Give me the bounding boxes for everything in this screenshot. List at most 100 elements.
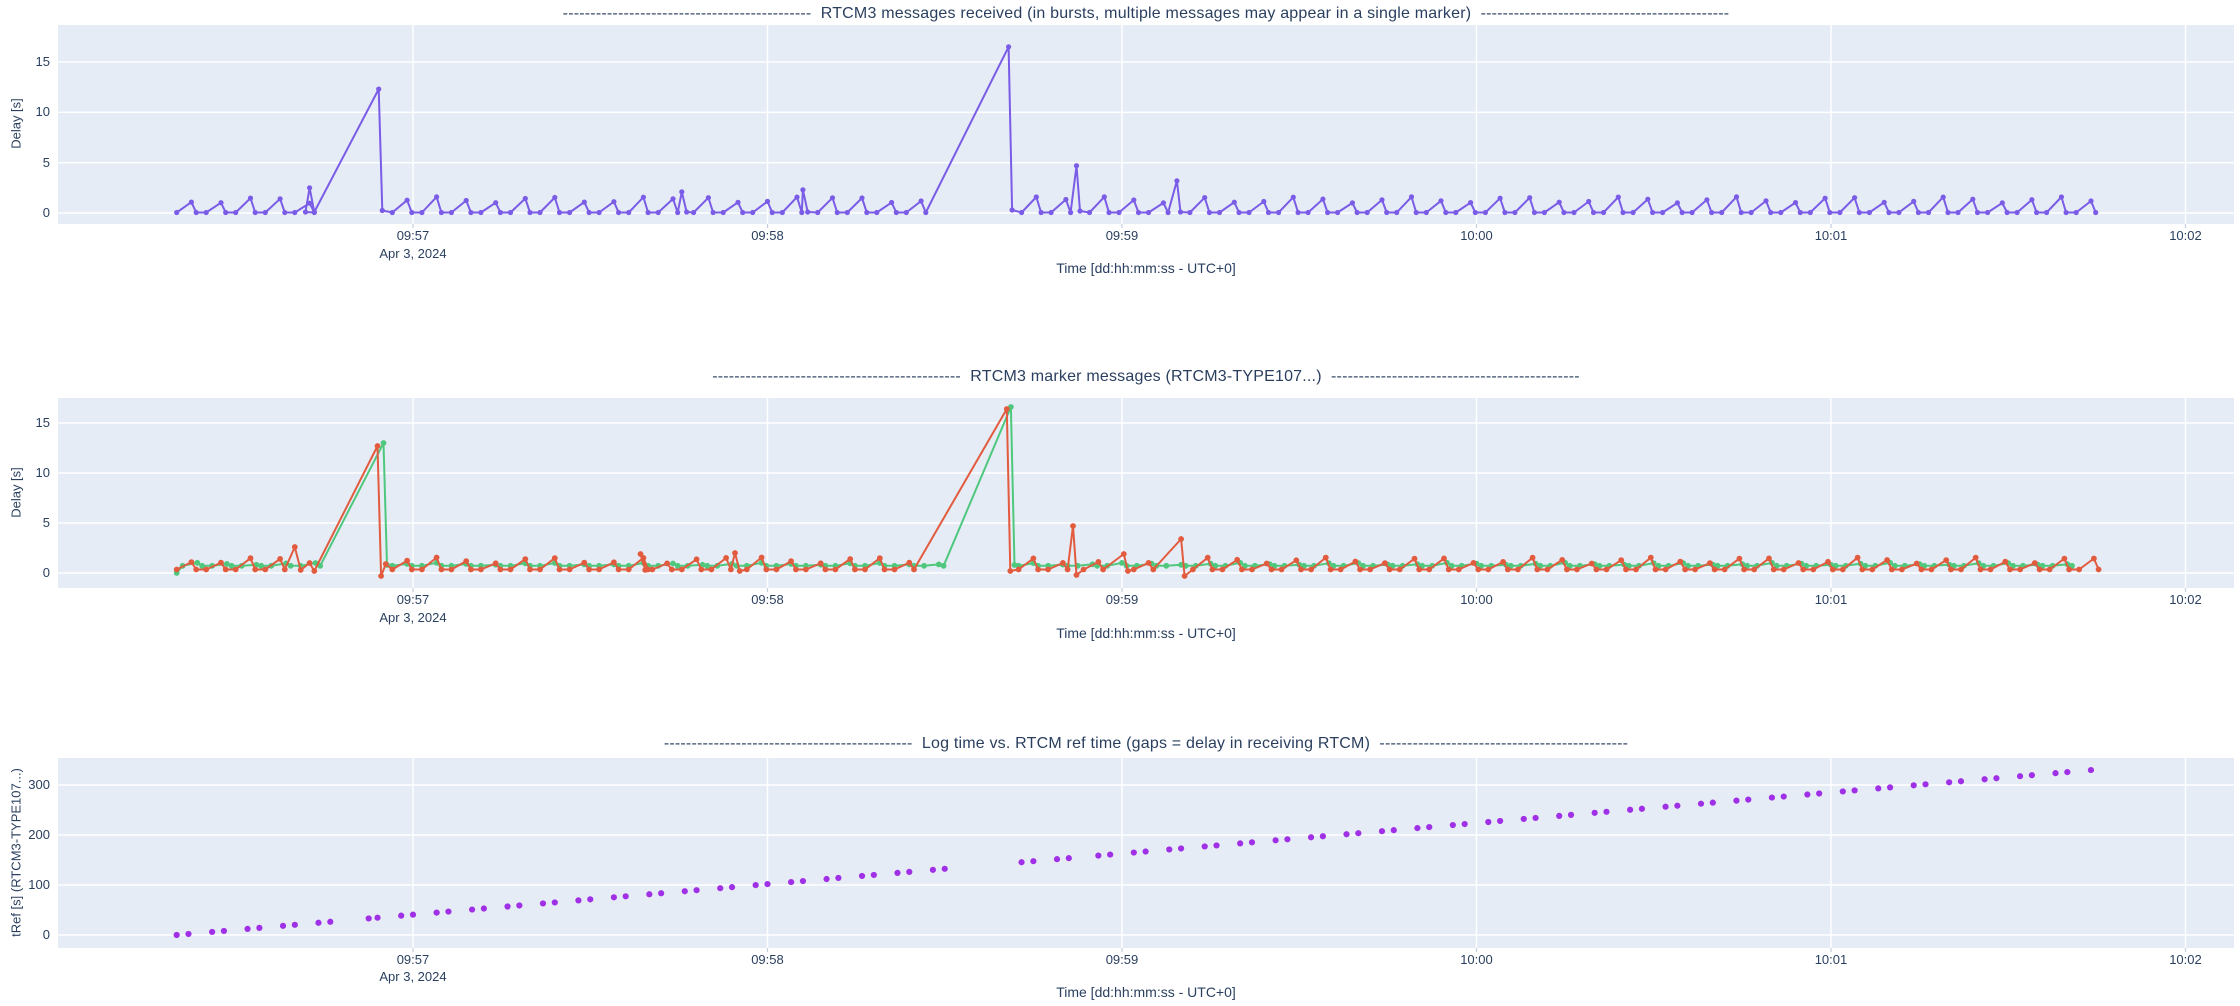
data-point (1711, 566, 1718, 573)
data-point (1839, 788, 1846, 795)
data-point (527, 209, 533, 216)
data-point (1445, 566, 1452, 573)
data-point (906, 559, 913, 566)
subplot-logtime-vs-rtcm-reftime[interactable] (58, 758, 2234, 952)
data-point (1800, 566, 1807, 573)
data-point (1394, 209, 1400, 216)
data-point (1913, 560, 1920, 567)
data-point (1875, 785, 1882, 792)
data-point (935, 561, 942, 568)
data-point (252, 566, 259, 573)
data-point (2052, 770, 2059, 777)
data-point (1618, 557, 1625, 564)
data-point (2064, 769, 2071, 776)
data-point (2034, 209, 2040, 216)
data-point (2028, 772, 2035, 779)
data-point (1367, 566, 1373, 573)
data-point (1390, 827, 1397, 834)
data-point (1163, 562, 1170, 569)
data-point (1130, 849, 1137, 856)
data-point (646, 891, 653, 898)
data-point (291, 544, 298, 550)
data-point (1943, 557, 1950, 563)
data-point (1065, 855, 1072, 862)
data-point (1497, 817, 1504, 825)
data-point (1733, 797, 1740, 804)
data-point (1827, 209, 1833, 216)
data-point (763, 566, 770, 573)
data-point (382, 561, 389, 567)
data-point (1766, 555, 1772, 562)
data-point (527, 566, 533, 573)
subplot-rtcm3-marker-messages[interactable] (58, 398, 2234, 592)
data-point (1884, 557, 1890, 563)
data-point (1320, 196, 1326, 202)
data-point (2044, 209, 2050, 216)
data-point (1925, 209, 1932, 216)
data-point (2063, 209, 2069, 216)
data-point (823, 875, 830, 883)
plot-area[interactable] (58, 398, 2234, 588)
x-tick-label: 09:58 (751, 952, 784, 967)
data-point (1792, 200, 1799, 206)
data-point (2093, 209, 2099, 216)
data-point (891, 566, 898, 573)
data-point (199, 562, 206, 569)
data-point (752, 882, 759, 889)
data-point (379, 207, 385, 214)
data-point (2016, 773, 2024, 780)
data-point (223, 209, 229, 216)
data-point (1048, 209, 1054, 216)
data-point (438, 566, 445, 573)
data-point (492, 560, 499, 567)
data-point (1249, 566, 1255, 573)
data-point (507, 209, 514, 216)
data-point (1922, 781, 1929, 788)
data-point (1236, 209, 1242, 216)
y-tick-label: 0 (42, 205, 50, 220)
data-point (1741, 566, 1747, 573)
data-point (1202, 195, 1208, 201)
data-point (1237, 840, 1244, 847)
title-dashes-right: ----------------------------------------… (1379, 735, 1629, 752)
subplot-rtcm3-messages-received[interactable] (58, 25, 2234, 228)
data-point (2088, 198, 2094, 204)
data-point (209, 928, 216, 936)
data-point (1125, 568, 1131, 574)
data-point (1999, 200, 2005, 206)
data-point (1600, 209, 1607, 216)
title-dashes-right: ----------------------------------------… (1331, 368, 1580, 385)
y-tick-label: 10 (35, 465, 50, 480)
data-point (764, 198, 771, 204)
data-point (625, 566, 632, 573)
data-point (941, 865, 948, 872)
data-point (1426, 823, 1433, 831)
data-point (507, 566, 514, 573)
data-point (1038, 209, 1044, 216)
data-point (1015, 566, 1022, 573)
data-point (551, 899, 558, 906)
data-point (815, 209, 821, 216)
data-point (1866, 209, 1872, 216)
data-point (1443, 209, 1449, 216)
data-point (1822, 195, 1828, 201)
data-point (698, 566, 705, 573)
data-point (829, 195, 836, 201)
data-point (1190, 566, 1196, 573)
data-point (1719, 209, 1725, 216)
data-point (1748, 209, 1754, 216)
data-point (1337, 566, 1344, 573)
data-point (1261, 198, 1267, 205)
data-point (1045, 566, 1051, 573)
data-point (1534, 566, 1541, 573)
data-point (693, 887, 700, 894)
data-point (1396, 566, 1403, 573)
data-point (1263, 560, 1270, 567)
plot-area[interactable] (58, 25, 2234, 224)
data-point (1970, 196, 1976, 202)
data-point (376, 86, 382, 92)
data-point (1095, 559, 1102, 565)
data-point (735, 199, 741, 205)
data-point (1993, 775, 2000, 782)
